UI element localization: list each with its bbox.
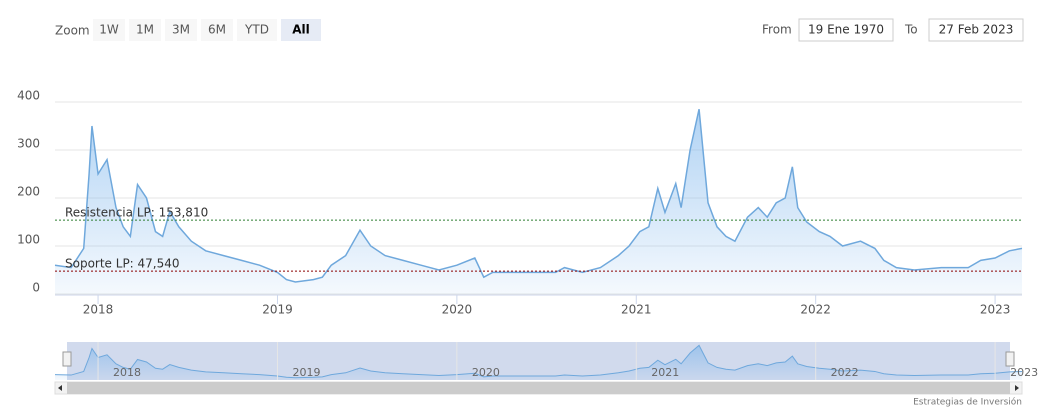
- to-value[interactable]: 27 Feb 2023: [939, 23, 1014, 37]
- navigator-handle[interactable]: [1005, 351, 1015, 367]
- series-line: [54, 109, 1023, 283]
- x-tick-label: 2023: [980, 303, 1011, 317]
- credits: Estrategias de Inversión: [913, 397, 1022, 408]
- x-tick-label: 2022: [800, 303, 831, 317]
- range-button-label[interactable]: 1M: [136, 23, 154, 37]
- zoom-label: Zoom: [55, 24, 90, 38]
- x-tick-label: 2020: [442, 303, 473, 317]
- navigator-label: 2021: [651, 366, 679, 379]
- navigator-label: 2022: [831, 366, 859, 379]
- x-tick-label: 2019: [262, 303, 293, 317]
- range-button[interactable]: [129, 19, 161, 41]
- range-button-label[interactable]: All: [292, 23, 310, 37]
- range-button-label[interactable]: 3M: [172, 23, 190, 37]
- y-tick-label: 0: [32, 281, 40, 295]
- series-area: [55, 109, 1022, 294]
- range-button-label[interactable]: YTD: [244, 23, 269, 37]
- y-tick-label: 200: [17, 185, 40, 199]
- y-tick-label: 400: [17, 89, 40, 103]
- plot-line-label: Resistencia LP: 153,810: [65, 206, 208, 220]
- to-label: To: [904, 23, 918, 37]
- from-value[interactable]: 19 Ene 1970: [808, 23, 884, 37]
- range-button[interactable]: [281, 19, 321, 41]
- to-input[interactable]: [928, 18, 1024, 42]
- navigator-label: 2018: [113, 366, 141, 379]
- from-input[interactable]: [798, 18, 894, 42]
- range-button[interactable]: [201, 19, 233, 41]
- scroll-left[interactable]: [58, 385, 62, 391]
- range-button[interactable]: [237, 19, 277, 41]
- from-label: From: [762, 23, 792, 37]
- range-button-label[interactable]: 1W: [99, 23, 119, 37]
- x-tick-label: 2018: [83, 303, 114, 317]
- range-button[interactable]: [165, 19, 197, 41]
- y-tick-label: 100: [17, 233, 40, 247]
- scrollbar-thumb[interactable]: [67, 382, 1010, 394]
- plot-line-label: Soporte LP: 47,540: [65, 257, 180, 271]
- navigator-label: 2023: [1010, 366, 1038, 379]
- navigator-label: 2019: [292, 366, 320, 379]
- y-tick-label: 300: [17, 137, 40, 151]
- navigator-line: [54, 344, 1023, 379]
- navigator-label: 2020: [472, 366, 500, 379]
- range-button[interactable]: [93, 19, 125, 41]
- scroll-right[interactable]: [1015, 385, 1019, 391]
- x-tick-label: 2021: [621, 303, 652, 317]
- navigator-area: [55, 345, 1022, 380]
- range-button-label[interactable]: 6M: [208, 23, 226, 37]
- navigator-handle[interactable]: [62, 351, 72, 367]
